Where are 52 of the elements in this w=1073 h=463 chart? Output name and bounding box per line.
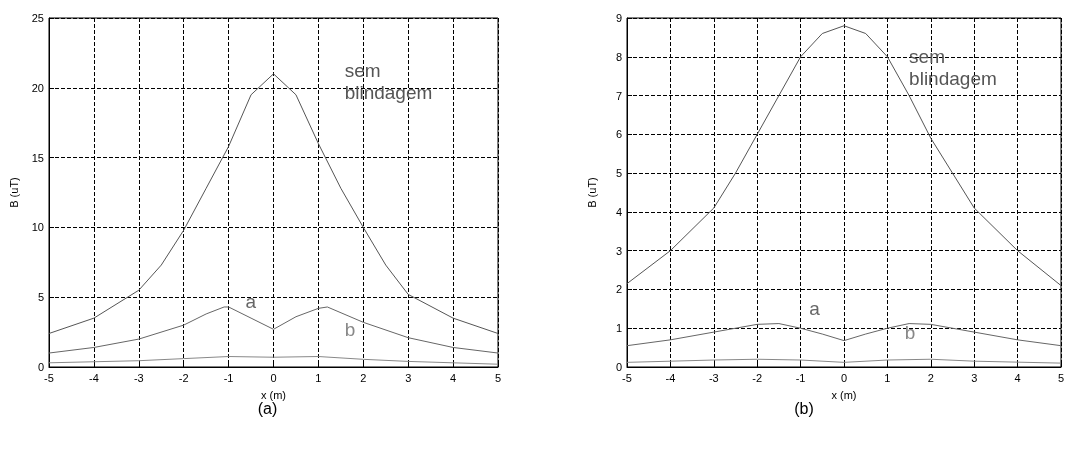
- x-axis-title: x (m): [831, 388, 857, 401]
- series-label: a: [809, 297, 821, 319]
- x-tick-label: 1: [315, 371, 322, 384]
- series-label: b: [344, 318, 356, 340]
- x-tick-label: -3: [133, 371, 144, 384]
- y-tick-label: 6: [615, 128, 622, 141]
- x-tick-label: -1: [795, 371, 806, 384]
- x-tick-label: 0: [840, 371, 848, 384]
- x-tick-label: 5: [1057, 371, 1065, 384]
- text: sem blindagem: [344, 60, 433, 104]
- y-tick-label: 0: [37, 361, 44, 373]
- y-axis-title: B (uT): [585, 177, 598, 208]
- y-tick-label: 20: [31, 81, 44, 94]
- x-tick-label: 4: [1014, 371, 1021, 384]
- x-tick-label: 2: [927, 371, 934, 384]
- series-label: b: [904, 322, 916, 344]
- y-tick-label: 10: [31, 221, 44, 234]
- y-tick-label: 5: [615, 167, 622, 180]
- text: (a): [257, 399, 278, 417]
- y-tick-label: 0: [615, 361, 622, 373]
- x-tick-label: -2: [752, 371, 763, 384]
- y-tick-label: 9: [615, 12, 622, 24]
- x-tick-label: -4: [665, 371, 676, 384]
- y-tick-label: 1: [615, 322, 622, 335]
- x-axis-title: x (m): [260, 388, 287, 401]
- y-tick-label: 4: [615, 205, 622, 218]
- y-tick-label: 3: [615, 244, 622, 257]
- x-tick-label: -5: [44, 371, 54, 384]
- x-tick-label: -2: [178, 371, 189, 384]
- x-tick-label: 2: [360, 371, 367, 384]
- x-tick-label: -1: [223, 371, 234, 384]
- series-label: a: [245, 290, 257, 312]
- line-series: [626, 323, 1062, 347]
- y-tick-label: 15: [31, 151, 44, 164]
- x-tick-label: 3: [405, 371, 412, 384]
- text: (b): [794, 399, 814, 417]
- y-tick-label: 8: [615, 50, 622, 63]
- x-tick-label: 5: [494, 371, 502, 384]
- line-series: [626, 25, 1062, 287]
- x-tick-label: -3: [708, 371, 719, 384]
- x-tick-label: -5: [622, 371, 632, 384]
- x-tick-label: 4: [450, 371, 457, 384]
- y-axis-title: B (uT): [7, 177, 20, 208]
- x-tick-label: 3: [971, 371, 978, 384]
- x-tick-label: -4: [89, 371, 99, 384]
- y-tick-label: 7: [615, 89, 622, 102]
- y-tick-label: 25: [31, 12, 44, 24]
- y-tick-label: 5: [37, 291, 44, 304]
- y-tick-label: 2: [615, 283, 622, 296]
- x-tick-label: 0: [270, 371, 277, 384]
- line-series: [48, 306, 499, 354]
- x-tick-label: 1: [884, 371, 891, 384]
